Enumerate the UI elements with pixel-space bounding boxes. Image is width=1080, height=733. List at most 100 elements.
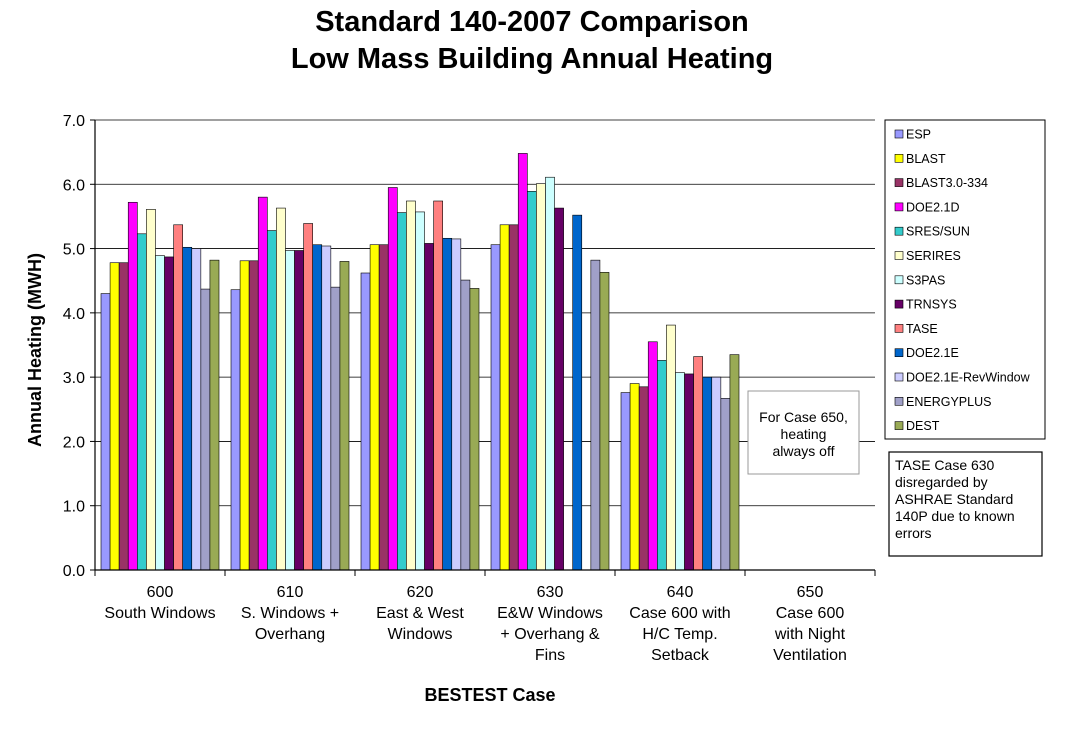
bar-serires xyxy=(146,209,156,571)
bar-tase xyxy=(433,200,443,571)
y-tick-label: 7.0 xyxy=(63,113,85,130)
chart-title-line-1: Standard 140-2007 Comparison xyxy=(315,6,749,38)
bar-sres-sun xyxy=(137,233,147,571)
bar-energyplus xyxy=(460,279,471,571)
legend-label: SERIRES xyxy=(906,249,961,263)
category-label: S. Windows + xyxy=(241,605,339,622)
bar-dest xyxy=(599,272,610,571)
category-label: 650 xyxy=(797,584,824,601)
tase-note-line: TASE Case 630 xyxy=(895,457,995,473)
category-label: Case 600 xyxy=(776,605,845,622)
bar-trnsys xyxy=(684,373,694,571)
bar-energyplus xyxy=(200,288,211,571)
legend-label: DOE2.1D xyxy=(906,200,960,214)
bar-serires xyxy=(536,183,546,571)
bar-s3pas xyxy=(545,176,555,571)
category-label: Windows xyxy=(388,626,453,643)
bar-blast xyxy=(239,260,250,571)
bar-doe2-1e xyxy=(312,244,323,571)
bar-dest xyxy=(729,354,740,571)
case650-note-line: For Case 650, xyxy=(759,409,848,425)
legend-label: TRNSYS xyxy=(906,298,957,312)
legend-label: TASE xyxy=(906,322,938,336)
y-axis-title: Annual Heating (MWH) xyxy=(25,253,45,447)
bar-doe2-1d xyxy=(127,201,138,571)
case650-note-line: always off xyxy=(773,443,835,459)
bar-doe2-1d xyxy=(387,187,398,571)
bar-blast3-0-334 xyxy=(248,260,259,571)
case650-note-box xyxy=(747,390,860,475)
category-label: Ventilation xyxy=(773,647,847,664)
y-tick-label: 4.0 xyxy=(63,306,85,323)
tase-note-line: disregarded by xyxy=(895,474,988,490)
legend-label: SRES/SUN xyxy=(906,225,970,239)
legend-label: DOE2.1E-RevWindow xyxy=(906,371,1031,385)
category-label: Setback xyxy=(651,647,710,664)
legend-swatch xyxy=(894,421,904,430)
y-tick-label: 2.0 xyxy=(63,434,85,451)
category-label: 640 xyxy=(667,584,694,601)
bar-tase xyxy=(173,224,183,571)
bar-blast xyxy=(109,262,120,571)
category-label: 630 xyxy=(537,584,564,601)
bar-blast3-0-334 xyxy=(638,386,649,571)
legend-label: BLAST xyxy=(906,152,946,166)
bar-doe2-1e-revwindow xyxy=(451,238,462,571)
bar-blast xyxy=(369,244,380,571)
bar-dest xyxy=(339,261,350,571)
bar-trnsys xyxy=(554,207,564,571)
bar-sres-sun xyxy=(397,212,407,571)
bar-tase xyxy=(303,223,313,571)
bar-doe2-1e-revwindow xyxy=(321,245,332,571)
y-axis-ticks: 0.0 1.0 2.0 3.0 4.0 5.0 6.0 7.0 xyxy=(63,113,95,580)
bar-energyplus xyxy=(720,398,731,571)
y-tick-label: 5.0 xyxy=(63,242,85,259)
bar-energyplus xyxy=(590,259,601,571)
bar-doe2-1e xyxy=(442,237,453,571)
tase-note-box xyxy=(888,451,1043,557)
y-tick-label: 0.0 xyxy=(63,563,85,580)
bar-doe2-1e xyxy=(702,376,713,571)
tase-note-line: ASHRAE Standard xyxy=(895,491,1013,507)
bar-serires xyxy=(276,207,286,571)
bar-energyplus xyxy=(330,286,341,571)
bar-doe2-1d xyxy=(257,196,268,571)
category-label: E&W Windows xyxy=(497,605,603,622)
bar-esp xyxy=(230,289,241,571)
legend-box xyxy=(884,119,1046,440)
legend-swatch xyxy=(894,154,904,163)
legend-swatch xyxy=(894,348,904,358)
bar-blast3-0-334 xyxy=(508,224,519,571)
legend: ESP BLAST BLAST3.0-334 DOE2.1D SRES/SUN SERIR… xyxy=(884,119,1046,440)
chart-title-line-2: Low Mass Building Annual Heating xyxy=(291,43,773,75)
category-label: 610 xyxy=(277,584,304,601)
tase-note-line: errors xyxy=(895,525,932,541)
category-label: Fins xyxy=(535,647,565,664)
bar-doe2-1d xyxy=(517,153,528,571)
bar-trnsys xyxy=(424,243,434,571)
bar-esp xyxy=(100,293,111,571)
y-tick-label: 6.0 xyxy=(63,177,85,194)
bar-dest xyxy=(469,288,480,571)
category-label: South Windows xyxy=(104,605,215,622)
legend-label: ESP xyxy=(906,128,931,142)
legend-label: ENERGYPLUS xyxy=(906,395,991,409)
bar-blast xyxy=(629,383,640,571)
bar-doe2-1e xyxy=(182,246,193,571)
legend-swatch xyxy=(894,324,904,333)
legend-swatch xyxy=(894,226,904,236)
legend-swatch xyxy=(894,129,904,139)
category-label: H/C Temp. xyxy=(642,626,717,643)
bar-esp xyxy=(360,272,371,571)
x-axis-title: BESTEST Case xyxy=(424,685,555,705)
bar-s3pas xyxy=(155,255,165,571)
category-label: 620 xyxy=(407,584,434,601)
gridlines xyxy=(95,119,875,507)
bar-blast3-0-334 xyxy=(378,244,389,571)
category-label: with Night xyxy=(774,626,846,643)
bar-esp xyxy=(490,244,501,571)
bar-sres-sun xyxy=(527,191,537,571)
category-label: Overhang xyxy=(255,626,325,643)
